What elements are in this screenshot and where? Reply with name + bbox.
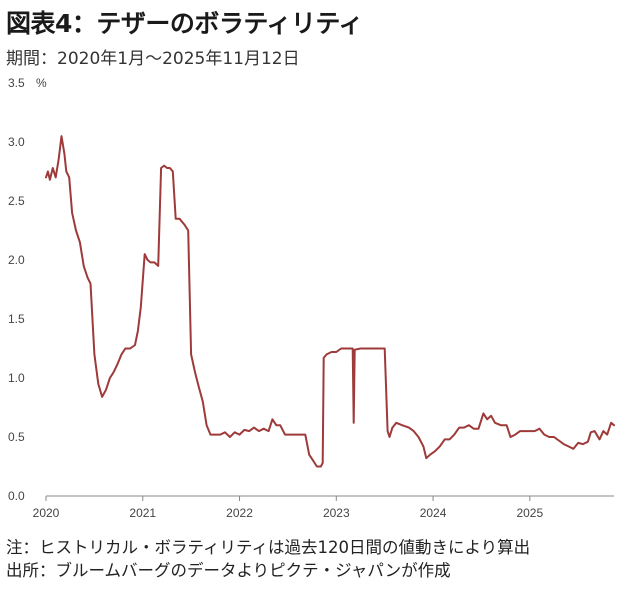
- y-tick-label: 1.5: [8, 312, 25, 326]
- y-tick-label: 3.5: [8, 76, 25, 90]
- y-axis-ticks: 0.0 0.5 1.0 1.5 2.0 2.5 3.0 3.5%: [8, 76, 47, 503]
- x-tick-label: 2020: [33, 506, 60, 520]
- x-tick-label: 2022: [226, 506, 253, 520]
- volatility-line-chart: 0.00.51.01.52.02.53.03.5% 2020 2021 2022 20…: [8, 76, 615, 520]
- x-tick-label: 2021: [129, 506, 156, 520]
- x-axis: 2020 2021 2022 2023 2024 2025: [33, 495, 614, 520]
- y-tick-label: 2.0: [8, 253, 25, 267]
- chart-area: 0.0 0.5 1.0 1.5 2.0 2.5 3.0 3.5% 2020 2021 2022 20…: [0, 66, 635, 526]
- note-text: 注：ヒストリカル・ボラティリティは過去120日間の値動きにより算出: [6, 538, 531, 557]
- x-tick-label: 2023: [323, 506, 350, 520]
- chart-subtitle: 期間：2020年1月～2025年11月12日: [6, 49, 300, 69]
- source-text: 出所：ブルームバーグのデータよりピクテ・ジャパンが作成: [6, 561, 451, 580]
- y-tick-label: 0.0: [8, 489, 25, 503]
- chart-title: 図表4：テザーのボラティリティ: [6, 9, 363, 38]
- y-tick-label: 1.0: [8, 371, 25, 385]
- series-group: [45, 135, 615, 468]
- footnotes: 注：ヒストリカル・ボラティリティは過去120日間の値動きにより算出 出所：ブルー…: [6, 536, 530, 582]
- volatility-series-line: [45, 135, 615, 468]
- x-tick-label: 2024: [420, 506, 447, 520]
- y-tick-label: 3.0: [8, 135, 25, 149]
- y-unit-label: %: [36, 76, 47, 90]
- y-tick-label: 2.5: [8, 194, 25, 208]
- y-tick-label: 0.5: [8, 430, 25, 444]
- x-tick-label: 2025: [516, 506, 543, 520]
